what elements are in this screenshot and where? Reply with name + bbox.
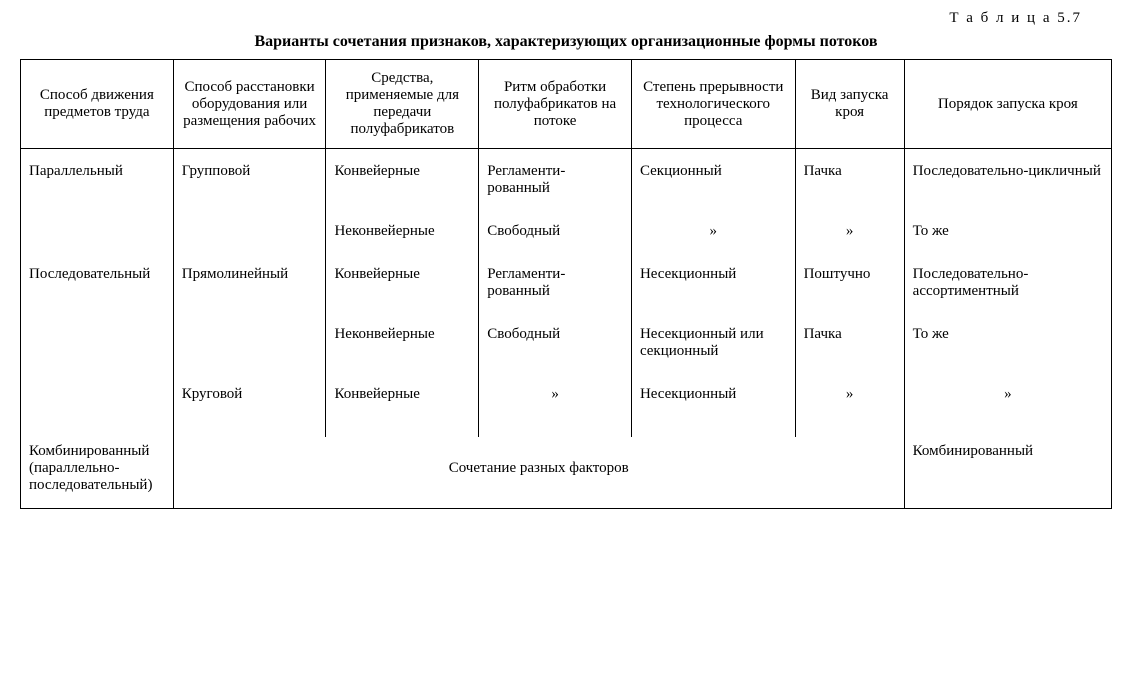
cell: Комбинированный xyxy=(904,437,1111,509)
cell: Несекционный xyxy=(631,380,795,409)
cell: » xyxy=(904,380,1111,409)
merged-cell: Сочетание разных факторов xyxy=(173,437,904,509)
cell: Конвейерные xyxy=(326,260,479,306)
cell: Последователь­ный xyxy=(21,260,174,306)
cell: Последовательно-ассортиментный xyxy=(904,260,1111,306)
cell: Круговой xyxy=(173,380,326,409)
cell: Конвейерные xyxy=(326,380,479,409)
cell: То же xyxy=(904,320,1111,366)
cell: » xyxy=(631,217,795,246)
cell: Последовательно-цикличный xyxy=(904,149,1111,204)
table-row: Последователь­ный Прямолинейный Конвейер… xyxy=(21,260,1112,306)
col-header: Порядок запуска кроя xyxy=(904,60,1111,149)
cell: Неконвейерные xyxy=(326,320,479,366)
cell: Конвейерные xyxy=(326,149,479,204)
cell: Свободный xyxy=(479,217,632,246)
cell: То же xyxy=(904,217,1111,246)
table-row: Неконвейерные Свободный Несекционный или… xyxy=(21,320,1112,366)
col-header: Способ расстановки оборудования или разм… xyxy=(173,60,326,149)
header-row: Способ движения предметов труда Способ р… xyxy=(21,60,1112,149)
main-table: Способ движения предметов труда Способ р… xyxy=(20,59,1112,509)
cell: Неконвейерные xyxy=(326,217,479,246)
cell: » xyxy=(795,217,904,246)
col-header: Средства, применяемые для передачи полуф… xyxy=(326,60,479,149)
cell: Регламенти­рованный xyxy=(479,149,632,204)
table-number: Т а б л и ц а 5.7 xyxy=(20,10,1112,27)
cell: Пачка xyxy=(795,149,904,204)
cell: Несекционный или секционный xyxy=(631,320,795,366)
cell: Прямолинейный xyxy=(173,260,326,306)
cell: Секционный xyxy=(631,149,795,204)
cell: Параллельный xyxy=(21,149,174,204)
col-header: Ритм обработки полуфабрикатов на потоке xyxy=(479,60,632,149)
cell: Регламенти­рованный xyxy=(479,260,632,306)
cell: Групповой xyxy=(173,149,326,204)
table-caption: Варианты сочетания признаков, характериз… xyxy=(20,33,1112,51)
cell: Поштучно xyxy=(795,260,904,306)
col-header: Вид запуска кроя xyxy=(795,60,904,149)
table-row: Неконвейерные Свободный » » То же xyxy=(21,217,1112,246)
cell: Пачка xyxy=(795,320,904,366)
col-header: Степень прерывности технологического про… xyxy=(631,60,795,149)
cell: Свободный xyxy=(479,320,632,366)
table-row: Параллельный Групповой Конвейерные Регла… xyxy=(21,149,1112,204)
cell: Комбинирован­ный (парал­лельно-последо­в… xyxy=(21,437,174,509)
cell: » xyxy=(795,380,904,409)
table-row: Круговой Конвейерные » Несекционный » » xyxy=(21,380,1112,409)
table-row: Комбинирован­ный (парал­лельно-последо­в… xyxy=(21,437,1112,509)
cell: » xyxy=(479,380,632,409)
col-header: Способ движения предметов труда xyxy=(21,60,174,149)
cell: Несекционный xyxy=(631,260,795,306)
